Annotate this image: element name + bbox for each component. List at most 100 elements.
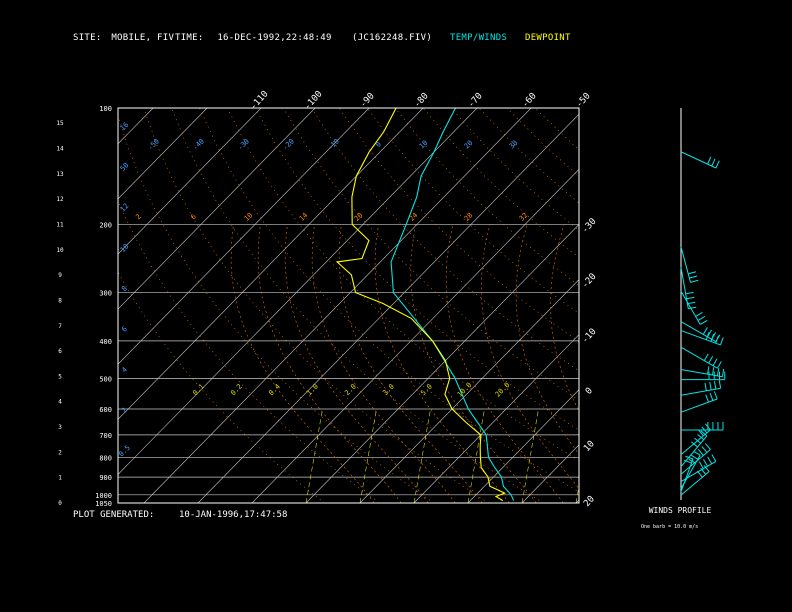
plot-generated-label: PLOT GENERATED: bbox=[73, 510, 155, 520]
wind-barb-flag bbox=[689, 275, 698, 279]
wind-barb-flag bbox=[700, 320, 708, 325]
moist-adiabat bbox=[257, 224, 402, 503]
height-km-label: 2 bbox=[58, 449, 62, 456]
wind-barb-flag bbox=[686, 296, 695, 300]
moist-adiabat bbox=[550, 224, 579, 412]
plot-generated-value: 10-JAN-1996,17:47:58 bbox=[179, 510, 288, 520]
wind-barb-flag bbox=[697, 429, 704, 437]
wind-barb-flag bbox=[713, 391, 718, 400]
isotherm-line bbox=[359, 279, 579, 503]
winds-profile bbox=[680, 108, 726, 500]
dry-adiabat-label: 6 bbox=[189, 213, 198, 222]
wind-barb-flag bbox=[719, 337, 724, 346]
pressure-label: 800 bbox=[99, 454, 112, 462]
dewpoint-profile-line bbox=[335, 108, 507, 502]
isotherm-line bbox=[630, 108, 792, 503]
dry-adiabat bbox=[366, 108, 579, 314]
moist-adiabat-label: -20 bbox=[281, 137, 296, 152]
dry-adiabat bbox=[450, 108, 579, 231]
isotherm-line bbox=[118, 108, 262, 255]
top-temp-label: -60 bbox=[520, 91, 538, 110]
wind-barb-flag bbox=[718, 380, 722, 389]
right-temp-label: 0 bbox=[584, 386, 595, 397]
wind-barb-flag bbox=[687, 301, 696, 305]
wind-barb-flag bbox=[706, 366, 710, 375]
wind-barb bbox=[680, 398, 718, 413]
dry-adiabat-label: 2 bbox=[134, 213, 143, 222]
wind-barb-flag bbox=[705, 332, 710, 340]
moist-adiabat bbox=[445, 224, 564, 503]
isotherm-line bbox=[197, 113, 579, 503]
height-contour-label: 4 bbox=[120, 366, 129, 375]
height-km-label: 13 bbox=[56, 171, 64, 178]
wind-barb-flag bbox=[695, 312, 703, 317]
right-temp-label: -10 bbox=[580, 327, 598, 346]
sounding-profiles bbox=[335, 108, 515, 502]
top-temp-label: -70 bbox=[466, 91, 484, 110]
moist-adiabat bbox=[338, 224, 483, 503]
isotherm-line bbox=[118, 108, 316, 310]
top-temp-label: -100 bbox=[303, 89, 325, 112]
moist-adiabat bbox=[410, 224, 537, 503]
height-km-label: 5 bbox=[58, 373, 62, 380]
dry-adiabat bbox=[118, 271, 325, 503]
height-km-label: 9 bbox=[58, 272, 62, 279]
dry-adiabat bbox=[283, 108, 579, 401]
dry-adiabat bbox=[311, 108, 579, 371]
dry-adiabat bbox=[534, 108, 579, 150]
wind-barb-flag bbox=[700, 467, 707, 475]
moist-adiabat bbox=[311, 224, 456, 503]
pressure-label: 500 bbox=[99, 375, 112, 383]
wind-barb-flag bbox=[694, 437, 701, 444]
wind-barb-flag bbox=[715, 335, 719, 344]
wind-barb bbox=[680, 290, 701, 325]
mixing-ratio-line bbox=[575, 484, 579, 503]
height-km-label: 14 bbox=[56, 146, 64, 153]
wind-barb-flag bbox=[703, 465, 710, 472]
moist-adiabat bbox=[284, 224, 429, 503]
moist-adiabat-label: -10 bbox=[326, 137, 341, 152]
mixing-ratio-label: 1.0 bbox=[305, 383, 320, 398]
wind-barb-flag bbox=[711, 158, 716, 167]
wind-barb-flag bbox=[696, 470, 703, 478]
wind-barb-flag bbox=[705, 394, 709, 403]
height-km-label: 1 bbox=[58, 475, 62, 482]
height-km-label: 10 bbox=[56, 247, 64, 254]
legend-temp-winds: TEMP/WINDS bbox=[450, 33, 508, 43]
isotherm-line bbox=[251, 168, 579, 503]
wind-barb bbox=[680, 471, 710, 496]
wind-barb-flag bbox=[700, 430, 708, 437]
isotherm-line bbox=[143, 108, 532, 503]
wind-barb-flag bbox=[709, 381, 712, 390]
wind-barb-flag bbox=[721, 368, 725, 377]
dry-adiabat bbox=[506, 108, 579, 177]
height-contour-label: 10 bbox=[119, 242, 131, 254]
wind-barb-flag bbox=[707, 456, 713, 465]
wind-barb-flag bbox=[701, 426, 708, 434]
wind-barb-flag bbox=[716, 361, 722, 369]
height-contour-label: 12 bbox=[119, 202, 131, 214]
isotherm-line bbox=[305, 223, 579, 503]
legend-dewpoint: DEWPOINT bbox=[525, 33, 571, 43]
wind-barb-flag bbox=[690, 279, 699, 283]
wind-barb bbox=[680, 321, 717, 343]
top-temp-label: -80 bbox=[412, 91, 430, 110]
wind-barb-flag bbox=[683, 459, 692, 464]
wind-barb bbox=[680, 369, 723, 378]
plot-frame bbox=[117, 107, 580, 504]
wind-barb bbox=[680, 246, 691, 283]
wind-barb-flag bbox=[704, 423, 711, 431]
pressure-label: 1050 bbox=[95, 500, 112, 508]
pressure-label: 200 bbox=[99, 221, 112, 229]
dry-adiabat bbox=[199, 108, 579, 493]
moist-adiabat-label: 0 bbox=[374, 140, 383, 149]
height-km-label: 0 bbox=[58, 500, 62, 507]
dry-adiabat-label: 20 bbox=[353, 211, 365, 223]
wind-barb-flag bbox=[703, 459, 708, 467]
right-temp-label: -20 bbox=[580, 272, 598, 291]
right-temp-label: 10 bbox=[582, 439, 597, 454]
winds-profile-title: WINDS PROFILE bbox=[649, 506, 712, 515]
moist-adiabat-label: -40 bbox=[191, 137, 206, 152]
wind-barb bbox=[680, 429, 711, 456]
